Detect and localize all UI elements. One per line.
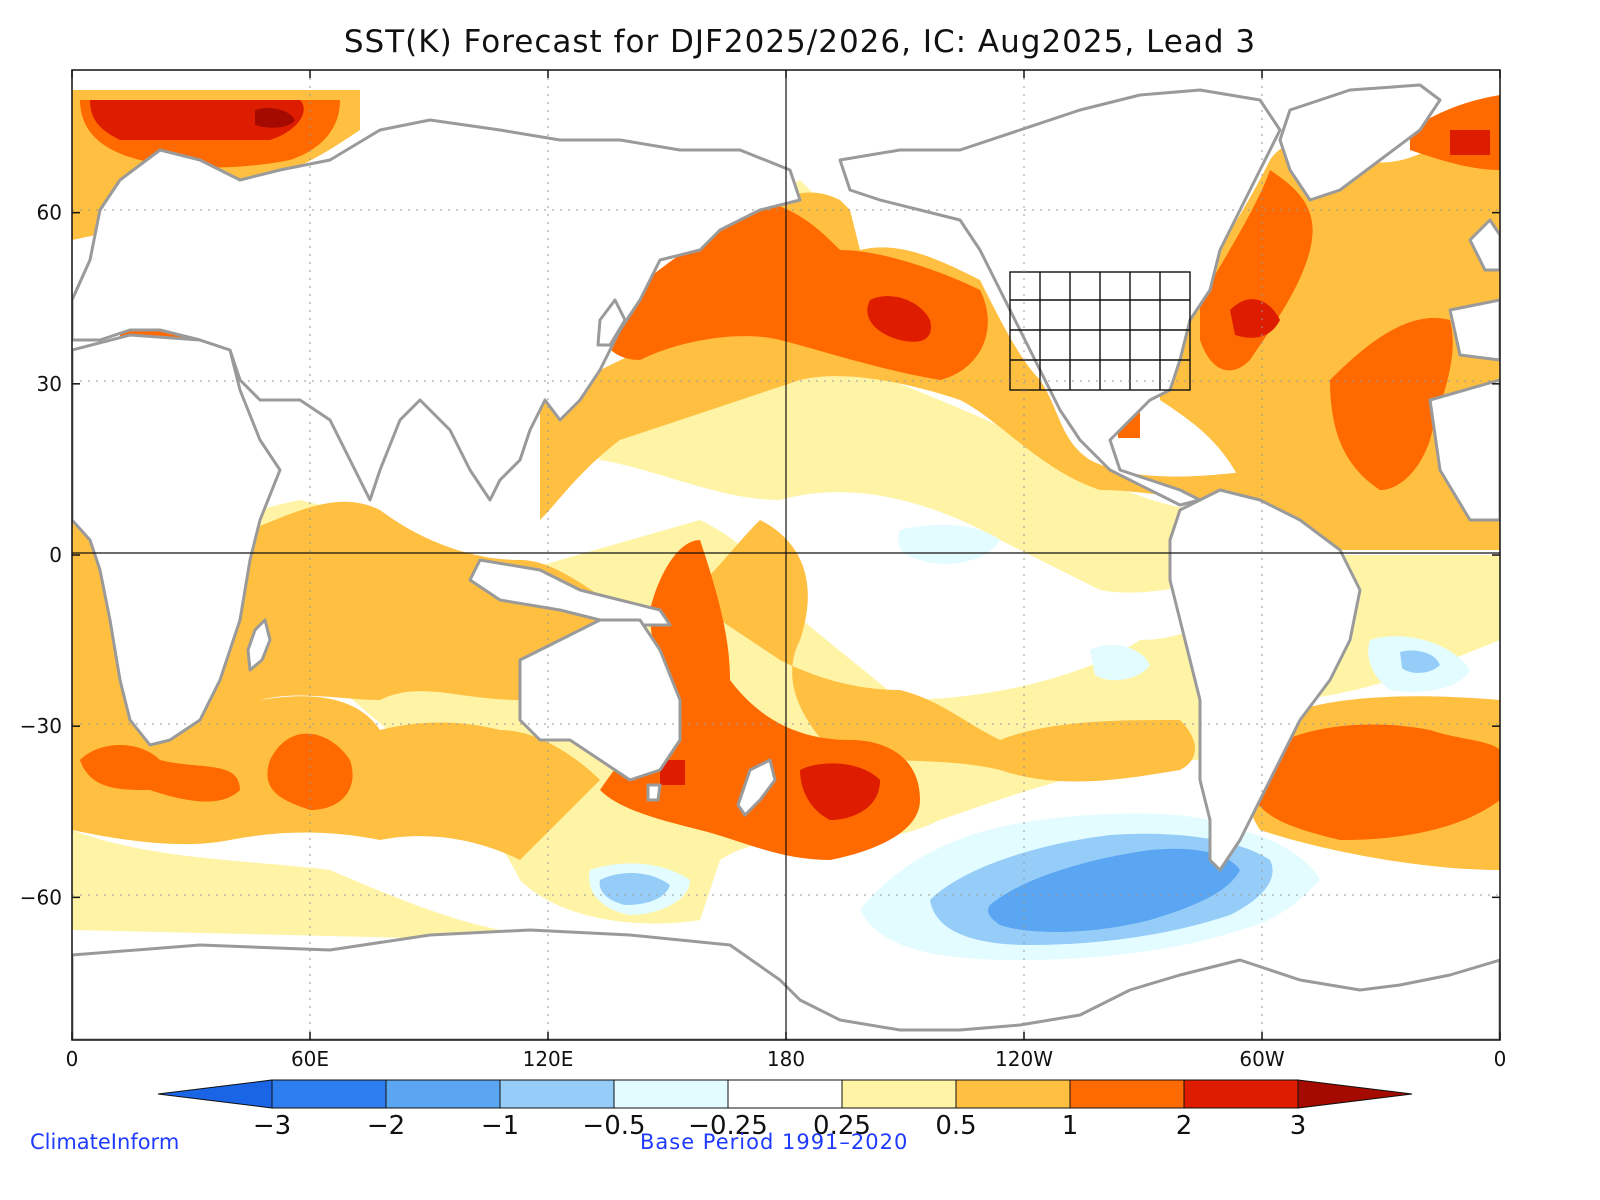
anomaly-region xyxy=(255,108,295,128)
lon-tick-label: 120W xyxy=(995,1047,1053,1071)
colorbar-level-label: −0.25 xyxy=(688,1111,768,1141)
colorbar-level-label: 1 xyxy=(1062,1111,1079,1141)
colorbar-under-arrow xyxy=(157,1079,273,1109)
anomaly-region xyxy=(800,763,880,820)
lon-tick-label: 120E xyxy=(523,1047,574,1071)
anomaly-region xyxy=(898,524,1000,564)
colorbar-swatch xyxy=(1183,1079,1299,1109)
anomaly-region xyxy=(660,760,685,785)
colorbar-swatch xyxy=(271,1079,387,1109)
anomaly-region xyxy=(599,873,670,905)
colorbar-level-label: −0.5 xyxy=(582,1111,645,1141)
lon-tick-label: 60W xyxy=(1239,1047,1284,1071)
eurasia-land xyxy=(72,118,802,502)
colorbar-swatch xyxy=(385,1079,501,1109)
lon-tick-label: 60E xyxy=(291,1047,329,1071)
west-africa-land xyxy=(1428,378,1500,522)
lat-tick-label: 30 xyxy=(37,372,62,396)
colorbar-swatch xyxy=(613,1079,729,1109)
anomaly-region xyxy=(72,501,1195,782)
anomaly-region xyxy=(80,745,240,802)
uk-land xyxy=(1468,218,1500,272)
colorbar-level-label: −3 xyxy=(253,1111,291,1141)
new-zealand-land xyxy=(736,758,777,817)
colorbar-swatch xyxy=(955,1079,1071,1109)
colorbar-swatch xyxy=(499,1079,615,1109)
colorbar-swatch xyxy=(1069,1079,1185,1109)
south-america-land xyxy=(1168,488,1362,872)
lon-tick-label: 0 xyxy=(1494,1047,1507,1071)
lat-tick-label: 0 xyxy=(49,543,62,567)
base-period-label: Base Period 1991–2020 xyxy=(640,1130,909,1154)
anomaly-region xyxy=(988,848,1240,932)
anomaly-region xyxy=(1090,645,1150,681)
anomaly-region xyxy=(1400,650,1440,673)
colorbar-level-label: 2 xyxy=(1176,1111,1193,1141)
colorbar-swatch xyxy=(841,1079,957,1109)
anomaly-region xyxy=(1450,130,1490,155)
colorbar-over-arrow xyxy=(1297,1079,1413,1109)
us-state-borders xyxy=(1009,271,1191,391)
iberia-land xyxy=(1448,298,1500,362)
north-america-land xyxy=(838,88,1282,507)
anomaly-region xyxy=(90,100,304,140)
antarctica-land xyxy=(72,928,1500,1040)
lon-tick-label: 0 xyxy=(66,1047,79,1071)
colorbar-level-label: −1 xyxy=(481,1111,519,1141)
madagascar-land xyxy=(246,618,272,672)
latitude-axis: 60 30 0 −30 −60 xyxy=(20,201,1500,909)
anomaly-region xyxy=(267,733,353,810)
lat-tick-label: −60 xyxy=(20,885,62,909)
lat-tick-label: 60 xyxy=(37,201,62,225)
credit-label: ClimateInform xyxy=(30,1130,180,1154)
anomaly-region xyxy=(1200,170,1313,371)
australia-land xyxy=(518,618,682,782)
longitude-axis: 0 60E 120E 180 120W 60W 0 xyxy=(66,70,1507,1071)
anomaly-region xyxy=(867,296,931,342)
colorbar-level-label: 0.25 xyxy=(813,1111,871,1141)
anomaly-region xyxy=(1230,299,1280,338)
anomaly-region xyxy=(1250,724,1500,840)
land-masses xyxy=(72,83,1500,1040)
lon-tick-label: 180 xyxy=(767,1047,805,1071)
indonesia-land xyxy=(468,558,672,627)
color-bar: −3 −2 −1 −0.5 −0.25 0.25 0.5 1 2 3 xyxy=(157,1079,1413,1141)
greenland-land xyxy=(1278,83,1442,202)
anomaly-region xyxy=(1330,318,1453,490)
colorbar-swatch xyxy=(727,1079,843,1109)
anomaly-region xyxy=(72,830,500,940)
colorbar-level-label: 0.5 xyxy=(935,1111,976,1141)
anomaly-region xyxy=(560,358,1260,593)
tasmania-land xyxy=(646,783,662,802)
chart-title: SST(K) Forecast for DJF2025/2026, IC: Au… xyxy=(343,24,1257,60)
japan-land xyxy=(596,298,627,347)
colorbar-level-label: 3 xyxy=(1290,1111,1307,1141)
colorbar-level-label: −2 xyxy=(367,1111,405,1141)
lat-tick-label: −30 xyxy=(20,714,62,738)
